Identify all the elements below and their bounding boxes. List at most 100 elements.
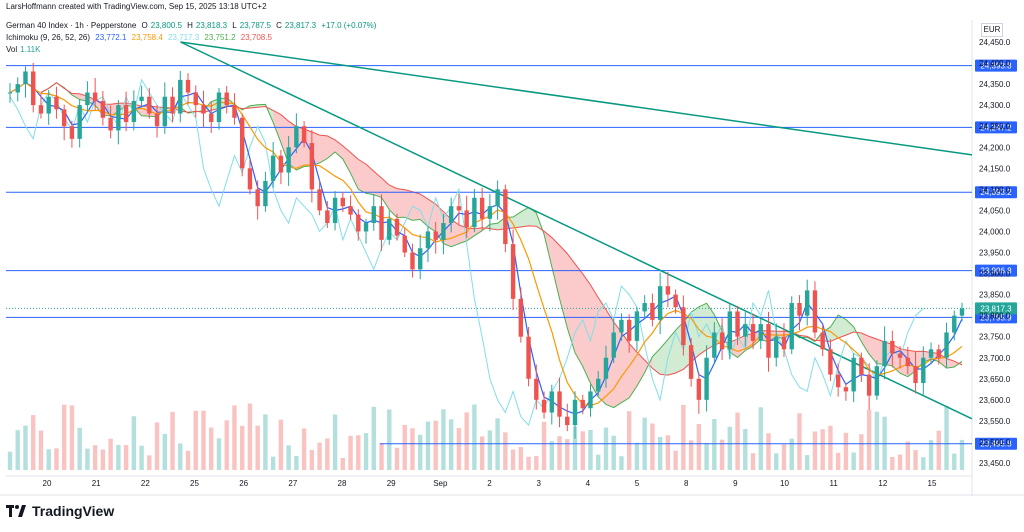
volume-bar xyxy=(626,411,632,470)
level-label-bg xyxy=(975,437,1017,450)
currency-label[interactable]: EUR xyxy=(981,23,1003,37)
volume-bar xyxy=(952,453,957,470)
candle-body xyxy=(789,303,794,350)
volume-bar xyxy=(518,446,524,470)
cloud-segment xyxy=(915,351,924,371)
time-tick-label: 5 xyxy=(635,479,640,488)
volume-bar xyxy=(913,450,918,470)
volume-bar xyxy=(348,435,353,470)
volume-bar xyxy=(596,454,601,470)
time-tick-label: 22 xyxy=(141,479,150,488)
volume-bar xyxy=(487,430,493,470)
candle-body xyxy=(7,92,13,94)
volume-bar xyxy=(843,432,849,470)
span-b-line xyxy=(40,82,963,376)
cloud-segment xyxy=(389,185,397,218)
candle-body xyxy=(371,206,376,224)
price-tick-label: 24,050.0 xyxy=(979,206,1011,215)
volume-bar xyxy=(557,436,562,470)
price-tick-label: 23,700.0 xyxy=(979,354,1011,363)
price-tick-label: 24,150.0 xyxy=(979,164,1011,173)
volume-bar xyxy=(340,457,346,470)
candle-body xyxy=(294,126,299,148)
tradingview-logo-icon xyxy=(6,505,26,517)
candle-body xyxy=(108,117,113,131)
candle-body xyxy=(897,353,903,358)
volume-bar xyxy=(433,420,438,470)
volume-bar xyxy=(456,428,462,470)
candle-body xyxy=(936,349,941,358)
candle-body xyxy=(882,340,887,367)
cloud-segment xyxy=(396,188,405,218)
price-tick-label: 24,200.0 xyxy=(979,143,1011,152)
candle-body xyxy=(448,206,454,224)
candle-body xyxy=(619,319,624,333)
time-tick-label: 10 xyxy=(780,479,789,488)
price-tick-label: 24,450.0 xyxy=(979,38,1011,47)
span-a-line xyxy=(40,82,963,409)
candle-body xyxy=(379,206,384,240)
price-tick-label: 23,600.0 xyxy=(979,396,1011,405)
price-tick-label: 23,550.0 xyxy=(979,417,1011,426)
candle-body xyxy=(495,189,500,207)
volume-bar xyxy=(201,410,206,470)
cloud-segment xyxy=(559,245,568,328)
candle-body xyxy=(139,96,144,101)
candle-body xyxy=(92,92,98,101)
volume-bar xyxy=(255,425,260,470)
cloud-segment xyxy=(451,219,459,247)
cloud-segment xyxy=(698,303,707,355)
candle-body xyxy=(340,197,346,207)
volume-bar xyxy=(278,419,284,470)
price-tick-label: 24,000.0 xyxy=(979,227,1011,236)
price-tick-label: 24,400.0 xyxy=(979,59,1011,68)
candle-body xyxy=(781,336,787,350)
candle-body xyxy=(464,210,469,228)
candle-body xyxy=(154,113,160,127)
volume-legend[interactable]: Vol 1.11K xyxy=(6,45,41,54)
level-label: 23,795.9 xyxy=(980,313,1012,322)
candle-body xyxy=(603,357,609,379)
volume-bar xyxy=(541,421,547,470)
candle-body xyxy=(100,100,106,118)
volume-bar xyxy=(565,439,570,470)
volume-bar xyxy=(54,448,59,470)
volume-bar xyxy=(959,439,965,470)
volume-bar xyxy=(162,433,167,470)
volume-bar xyxy=(224,420,229,470)
candle-body xyxy=(611,332,616,358)
volume-bar xyxy=(503,432,508,470)
volume-bar xyxy=(812,431,818,470)
ichimoku-lines xyxy=(9,78,963,427)
candle-body xyxy=(541,399,547,413)
candle-body xyxy=(859,357,864,375)
candle-body xyxy=(534,378,539,400)
candle-body xyxy=(216,92,222,122)
volume-bar xyxy=(394,447,400,470)
candle-body xyxy=(905,357,911,367)
volume-bars xyxy=(7,403,965,470)
candle-body xyxy=(959,308,965,316)
volume-bar xyxy=(890,456,895,470)
volume-bar xyxy=(774,453,779,470)
volume-bar xyxy=(178,443,183,470)
ichimoku-legend[interactable]: Ichimoku (9, 26, 52, 26) 23,772.1 23,758… xyxy=(6,33,272,42)
candle-body xyxy=(805,290,810,316)
price-tick-label: 23,500.0 xyxy=(979,438,1011,447)
level-label: 23,495.8 xyxy=(980,440,1012,449)
candle-body xyxy=(456,206,462,211)
cloud-segment xyxy=(621,332,630,403)
candle-body xyxy=(812,290,818,333)
volume-bar xyxy=(781,444,787,470)
volume-bar xyxy=(69,405,75,470)
level-label: 24,093.2 xyxy=(980,188,1012,197)
volume-bar xyxy=(835,452,841,470)
level-label-bg xyxy=(975,59,1017,72)
candle-body xyxy=(232,105,237,118)
candle-body xyxy=(425,231,431,249)
candle-body xyxy=(750,324,756,341)
price-tick-label: 24,250.0 xyxy=(979,122,1011,131)
volume-bar xyxy=(750,453,756,470)
volume-bar xyxy=(209,427,214,470)
